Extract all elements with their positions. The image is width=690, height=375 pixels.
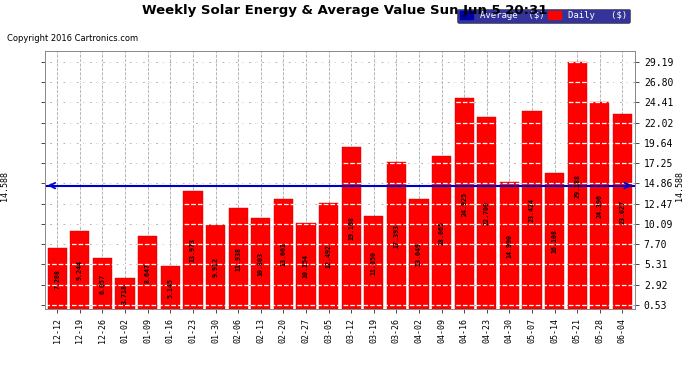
Bar	[545, 173, 564, 309]
Text: 24.925: 24.925	[461, 192, 467, 216]
Text: 24.396: 24.396	[597, 194, 603, 218]
Text: 13.973: 13.973	[190, 238, 196, 262]
Bar	[409, 199, 428, 309]
Text: Weekly Solar Energy & Average Value Sun Jun 5 20:31: Weekly Solar Energy & Average Value Sun …	[142, 4, 548, 17]
Text: 7.208: 7.208	[55, 269, 60, 289]
Bar	[93, 258, 112, 309]
Bar	[184, 191, 202, 309]
Text: 12.492: 12.492	[326, 244, 331, 268]
Bar	[364, 216, 384, 309]
Bar	[161, 266, 180, 309]
Bar	[296, 223, 315, 309]
Bar	[477, 117, 496, 309]
Bar	[590, 102, 609, 309]
Text: 10.154: 10.154	[303, 254, 309, 278]
Text: 8.647: 8.647	[145, 263, 150, 283]
Text: 6.057: 6.057	[99, 274, 106, 294]
Bar	[522, 111, 542, 309]
Text: 9.912: 9.912	[213, 257, 219, 278]
Text: 14.588: 14.588	[0, 171, 9, 201]
Bar	[386, 162, 406, 309]
Text: 13.049: 13.049	[416, 242, 422, 266]
Bar	[568, 62, 586, 309]
Text: 11.938: 11.938	[235, 247, 241, 271]
Text: 22.700: 22.700	[484, 201, 490, 225]
Bar	[138, 236, 157, 309]
Text: 18.065: 18.065	[439, 221, 444, 245]
Text: 14.588: 14.588	[675, 171, 684, 201]
Legend: Average  ($), Daily   ($): Average ($), Daily ($)	[457, 9, 630, 23]
Bar	[319, 203, 338, 309]
Text: 9.244: 9.244	[77, 260, 83, 280]
Bar	[432, 156, 451, 309]
Text: 19.108: 19.108	[348, 216, 354, 240]
Bar	[500, 182, 519, 309]
Bar	[342, 147, 361, 309]
Bar	[613, 114, 632, 309]
Bar	[274, 199, 293, 309]
Text: 23.424: 23.424	[529, 198, 535, 222]
Text: 10.803: 10.803	[257, 252, 264, 276]
Text: 11.050: 11.050	[371, 251, 377, 274]
Text: 14.990: 14.990	[506, 234, 513, 258]
Text: 16.108: 16.108	[551, 229, 558, 253]
Bar	[70, 231, 90, 309]
Text: 3.718: 3.718	[122, 284, 128, 304]
Text: 23.027: 23.027	[620, 200, 625, 224]
Text: 17.393: 17.393	[393, 224, 400, 248]
Bar	[48, 248, 67, 309]
Bar	[228, 208, 248, 309]
Text: 13.061: 13.061	[280, 242, 286, 266]
Text: 29.188: 29.188	[574, 174, 580, 198]
Bar	[206, 225, 225, 309]
Text: Copyright 2016 Cartronics.com: Copyright 2016 Cartronics.com	[7, 34, 138, 43]
Bar	[115, 278, 135, 309]
Bar	[455, 98, 474, 309]
Bar	[251, 218, 270, 309]
Text: 5.145: 5.145	[167, 278, 173, 297]
